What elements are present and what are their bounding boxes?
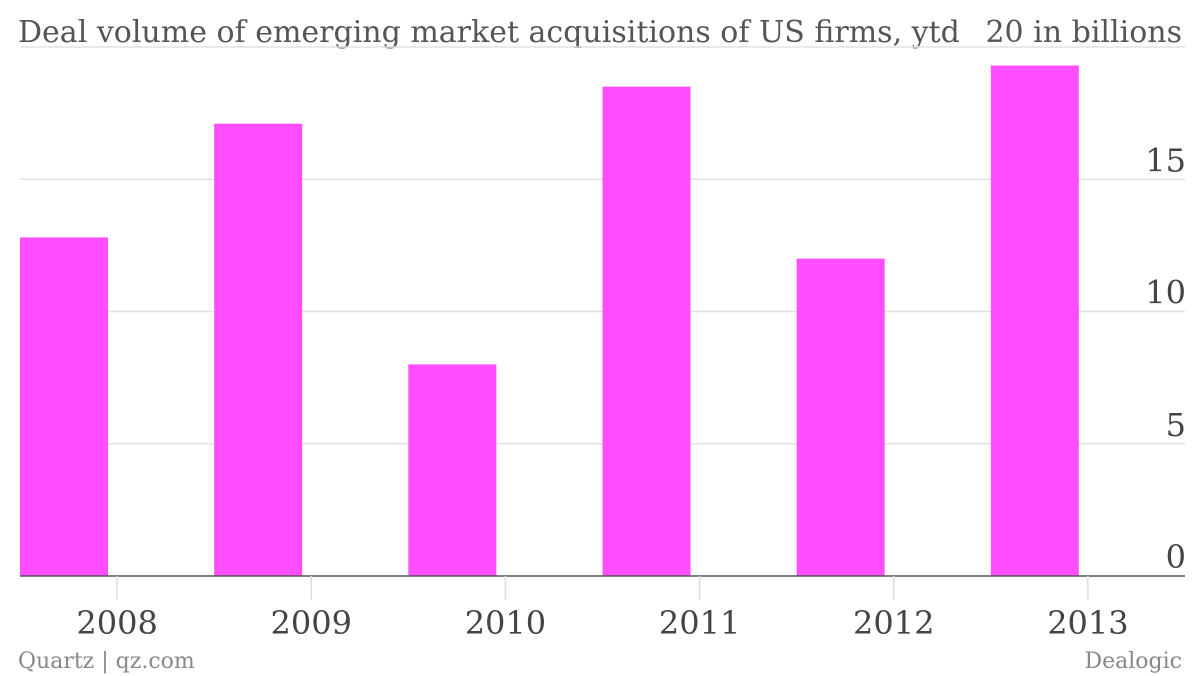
axis-unit-label: 20 in billions: [985, 15, 1182, 50]
bar-2009: [214, 123, 303, 576]
y-tick-label: 5: [1166, 406, 1186, 444]
bar-2013: [990, 65, 1079, 576]
bar-2012: [796, 258, 885, 576]
y-tick-label: 0: [1166, 538, 1186, 576]
bar-2008: [20, 237, 108, 576]
chart-title: Deal volume of emerging market acquisiti…: [18, 15, 960, 50]
y-tick-label: 15: [1145, 141, 1186, 179]
x-tick-label: 2009: [271, 604, 352, 642]
bar-2010: [408, 364, 497, 576]
x-tick-label: 2013: [1047, 604, 1128, 642]
x-tick-labels: 2008 2009 2010 2011 2012 2013: [76, 576, 1129, 642]
bars: [20, 65, 1079, 577]
bar-2011: [602, 86, 691, 577]
credit-text: Quartz | qz.com: [18, 649, 195, 674]
source-text: Dealogic: [1085, 649, 1183, 674]
x-tick-label: 2012: [853, 604, 934, 642]
x-tick-label: 2010: [465, 604, 546, 642]
y-tick-labels: 0 5 10 15: [1145, 141, 1186, 576]
y-tick-label: 10: [1145, 274, 1186, 312]
x-tick-label: 2011: [659, 604, 740, 642]
x-tick-label: 2008: [76, 604, 157, 642]
